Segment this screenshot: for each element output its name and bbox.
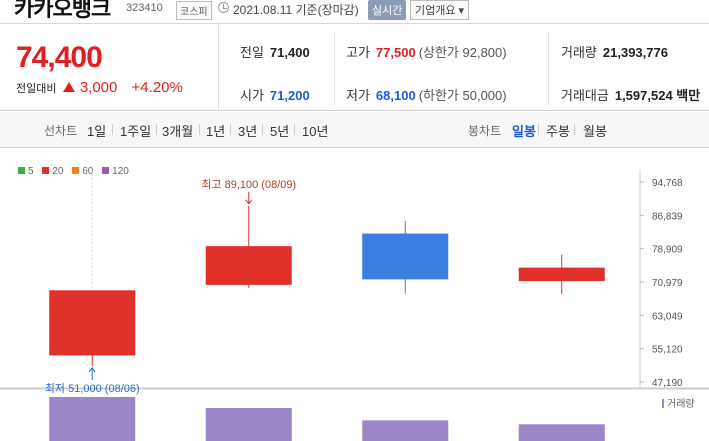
low-annotation: 최저 51,000 (08/06): [45, 382, 140, 395]
volume-legend-swatch: [662, 399, 664, 408]
tab-10y[interactable]: 10년: [302, 124, 329, 139]
stock-header: 카카오뱅크 323410 코스피 2021.08.11 기준(장마감) 실시간 …: [0, 0, 709, 24]
y-tick-label: 47,190: [652, 378, 683, 389]
stat-volume: 거래량 21,393,776: [561, 42, 668, 61]
realtime-button[interactable]: 실시간: [368, 0, 407, 20]
period-tabs: 선차트 1일 1주일 3개월 1년 3년 5년 10년 봉차트 일봉 주봉 월봉: [0, 112, 709, 148]
legend-ma60: 60: [72, 166, 93, 177]
line-chart-title: 선차트: [44, 124, 78, 138]
change-percent: +4.20%: [131, 79, 183, 96]
stat-label: 거래대금: [561, 88, 609, 103]
candle-body: [205, 246, 292, 285]
legend-label: 120: [112, 166, 129, 177]
stat-value: 68,100: [375, 88, 416, 103]
candle-chart-title: 봉차트: [468, 124, 502, 138]
legend-label: 20: [52, 166, 64, 177]
candle-body: [518, 267, 605, 282]
candlestick-chart: 94,768 86,839 78,909 70,979 63,049 55,120 47,1…: [0, 170, 709, 441]
current-price-box: 74,400 전일대비 3,000 +4.20%: [0, 25, 219, 111]
legend-swatch: [42, 167, 50, 174]
stat-label: 전일: [240, 45, 264, 60]
tab-separator: [199, 124, 200, 135]
stat-value: 1,597,524 백만: [614, 88, 701, 103]
tab-1y[interactable]: 1년: [206, 124, 226, 139]
stat-value: 71,400: [269, 45, 310, 60]
legend-swatch: [72, 167, 80, 174]
stat-label: 시가: [240, 88, 264, 103]
tab-separator: [156, 124, 157, 135]
change-line: 전일대비 3,000 +4.20%: [16, 79, 183, 96]
legend-swatch: [102, 167, 110, 174]
stock-name: 카카오뱅크: [14, 0, 111, 21]
stat-sub: (하한가 50,000): [418, 88, 507, 103]
market-badge: 코스피: [176, 1, 212, 20]
volume-bar: [49, 397, 136, 441]
change-value: 3,000: [79, 79, 118, 96]
tab-separator: [574, 124, 575, 135]
legend-label: 5: [28, 166, 34, 177]
tab-1d[interactable]: 1일: [87, 124, 107, 139]
legend-swatch: [18, 167, 25, 174]
divider: [548, 31, 549, 105]
candle-body: [49, 290, 136, 356]
y-tick-label: 63,049: [652, 311, 683, 322]
tab-daily[interactable]: 일봉: [512, 124, 536, 139]
low-arrow-head: [88, 367, 96, 373]
up-triangle-icon: [62, 82, 75, 92]
clock-icon: [218, 2, 229, 13]
tab-separator: [294, 124, 295, 135]
tab-separator: [230, 124, 231, 135]
tab-separator: [262, 124, 263, 135]
tab-separator: [112, 124, 113, 135]
divider: [334, 31, 335, 105]
stat-value: 77,500: [375, 45, 416, 60]
volume-bar: [518, 424, 605, 441]
stat-high: 고가 77,500 (상한가 92,800): [346, 42, 507, 61]
stat-prev-close: 전일 71,400: [240, 42, 310, 61]
y-tick-label: 70,979: [652, 278, 683, 289]
stat-low: 저가 68,100 (하한가 50,000): [346, 85, 507, 104]
tab-monthly[interactable]: 월봉: [583, 124, 607, 139]
tab-separator: [538, 124, 539, 135]
stat-label: 저가: [346, 88, 370, 103]
stat-open: 시가 71,200: [240, 85, 310, 104]
tab-3m[interactable]: 3개월: [162, 124, 194, 139]
tab-weekly[interactable]: 주봉: [546, 124, 570, 139]
stat-sub: (상한가 92,800): [418, 45, 507, 60]
tab-5y[interactable]: 5년: [270, 124, 290, 139]
high-annotation: 최고 89,100 (08/09): [201, 178, 296, 191]
company-overview-dropdown[interactable]: 기업개요 ▾: [410, 0, 470, 20]
date-text: 2021.08.11 기준(장마감): [233, 3, 359, 17]
stat-label: 고가: [346, 45, 370, 60]
stock-code: 323410: [126, 2, 163, 14]
y-tick-label: 86,839: [652, 211, 683, 222]
volume-bar: [362, 420, 449, 441]
moving-average-legend: 5 20 60 120: [18, 166, 135, 177]
high-arrow-head: [245, 199, 253, 205]
legend-label: 60: [82, 166, 94, 177]
current-price: 74,400: [16, 41, 103, 74]
candle-body: [362, 233, 449, 280]
stat-label: 거래량: [561, 45, 597, 60]
change-label: 전일대비: [16, 83, 57, 95]
stat-amount: 거래대금 1,597,524 백만: [561, 85, 700, 104]
stat-value: 21,393,776: [602, 45, 668, 60]
tab-1w[interactable]: 1주일: [120, 124, 152, 139]
y-tick-label: 94,768: [652, 178, 683, 189]
price-panel: 74,400 전일대비 3,000 +4.20% 전일 71,400 고가 77,5…: [0, 25, 709, 111]
y-tick-label: 55,120: [652, 345, 683, 356]
legend-ma20: 20: [42, 166, 63, 177]
stat-value: 71,200: [269, 88, 310, 103]
volume-bar: [205, 408, 292, 441]
y-tick-label: 78,909: [652, 245, 683, 256]
legend-ma120: 120: [102, 166, 129, 177]
tab-3y[interactable]: 3년: [238, 124, 258, 139]
volume-label: 거래량: [667, 398, 695, 410]
legend-ma5: 5: [18, 166, 34, 177]
